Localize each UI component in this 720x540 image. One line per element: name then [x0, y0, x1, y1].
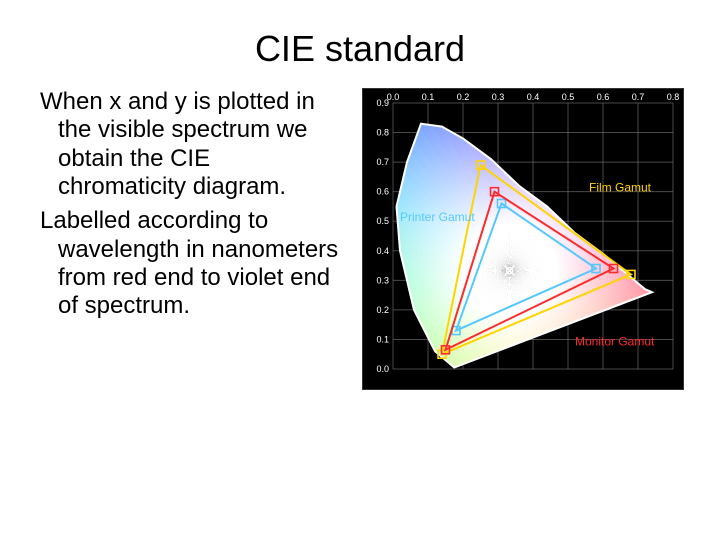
cie-chromaticity-diagram: 0.0 0.1 0.2 0.3 0.4 0.5 0.6 0.7 0.8 0.9 0.8 0.7 0.6 0…: [362, 88, 684, 390]
svg-text:0.6: 0.6: [597, 92, 610, 102]
svg-text:0.5: 0.5: [376, 216, 389, 226]
svg-text:Printer Gamut: Printer Gamut: [400, 210, 475, 224]
svg-text:0.1: 0.1: [422, 92, 435, 102]
svg-text:0.8: 0.8: [667, 92, 680, 102]
svg-text:0.8: 0.8: [376, 128, 389, 138]
svg-text:0.2: 0.2: [376, 305, 389, 315]
cie-svg: 0.0 0.1 0.2 0.3 0.4 0.5 0.6 0.7 0.8 0.9 0.8 0.7 0.6 0…: [363, 89, 683, 389]
svg-text:0.0: 0.0: [376, 364, 389, 374]
svg-text:0.3: 0.3: [376, 275, 389, 285]
svg-text:0.9: 0.9: [376, 98, 389, 108]
svg-text:0.7: 0.7: [632, 92, 645, 102]
svg-text:0.3: 0.3: [492, 92, 505, 102]
svg-text:0.2: 0.2: [457, 92, 470, 102]
slide-title: CIE standard: [0, 0, 720, 88]
svg-text:0.1: 0.1: [376, 334, 389, 344]
paragraph-1: When x and y is plotted in the visible s…: [40, 88, 340, 201]
svg-text:Film Gamut: Film Gamut: [589, 181, 652, 195]
text-column: When x and y is plotted in the visible s…: [40, 88, 340, 390]
figure-column: 0.0 0.1 0.2 0.3 0.4 0.5 0.6 0.7 0.8 0.9 0.8 0.7 0.6 0…: [356, 88, 690, 390]
svg-text:0.7: 0.7: [376, 157, 389, 167]
svg-text:0.4: 0.4: [376, 246, 389, 256]
slide: CIE standard When x and y is plotted in …: [0, 0, 720, 540]
svg-text:0.5: 0.5: [562, 92, 575, 102]
svg-text:Monitor Gamut: Monitor Gamut: [575, 334, 655, 348]
paragraph-2: Labelled according to wavelength in nano…: [40, 207, 340, 320]
content-row: When x and y is plotted in the visible s…: [0, 88, 720, 390]
svg-text:0.6: 0.6: [376, 187, 389, 197]
svg-text:0.4: 0.4: [527, 92, 540, 102]
